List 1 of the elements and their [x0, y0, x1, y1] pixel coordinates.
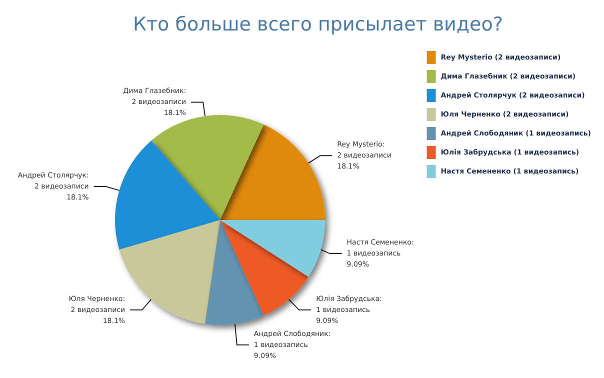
chart-title: Кто больше всего присылает видео?: [133, 14, 503, 36]
